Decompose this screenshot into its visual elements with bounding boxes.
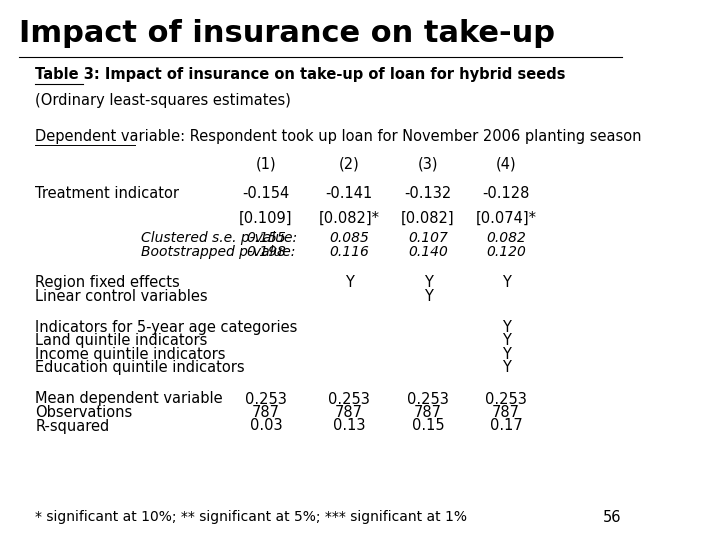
- Text: 787: 787: [336, 405, 364, 420]
- Text: 0.13: 0.13: [333, 418, 366, 434]
- Text: 0.03: 0.03: [250, 418, 282, 434]
- Text: (1): (1): [256, 157, 276, 172]
- Text: 0.085: 0.085: [329, 231, 369, 245]
- Text: 0.155: 0.155: [246, 231, 286, 245]
- Text: [0.109]: [0.109]: [239, 211, 293, 226]
- Text: Y: Y: [502, 360, 510, 375]
- Text: Education quintile indicators: Education quintile indicators: [35, 360, 245, 375]
- Text: -0.154: -0.154: [243, 186, 289, 201]
- Text: Region fixed effects: Region fixed effects: [35, 275, 180, 291]
- Text: Y: Y: [502, 333, 510, 348]
- Text: [0.082]*: [0.082]*: [319, 211, 379, 226]
- Text: 0.253: 0.253: [245, 392, 287, 407]
- Text: 0.15: 0.15: [412, 418, 444, 434]
- Text: 0.17: 0.17: [490, 418, 523, 434]
- Text: 0.253: 0.253: [407, 392, 449, 407]
- Text: Y: Y: [502, 347, 510, 362]
- Text: Linear control variables: Linear control variables: [35, 289, 208, 304]
- Text: R-squared: R-squared: [35, 418, 109, 434]
- Text: -0.132: -0.132: [405, 186, 451, 201]
- Text: Y: Y: [502, 275, 510, 291]
- Text: 0.140: 0.140: [408, 245, 448, 259]
- Text: 0.082: 0.082: [486, 231, 526, 245]
- Text: 56: 56: [603, 510, 621, 525]
- Text: -0.128: -0.128: [482, 186, 530, 201]
- Text: 787: 787: [252, 405, 280, 420]
- Text: Land quintile indicators: Land quintile indicators: [35, 333, 207, 348]
- Text: 0.120: 0.120: [486, 245, 526, 259]
- Text: 0.198: 0.198: [246, 245, 286, 259]
- Text: Income quintile indicators: Income quintile indicators: [35, 347, 226, 362]
- Text: Y: Y: [502, 320, 510, 335]
- Text: Table 3: Impact of insurance on take-up of loan for hybrid seeds: Table 3: Impact of insurance on take-up …: [35, 68, 566, 83]
- Text: 0.253: 0.253: [485, 392, 527, 407]
- Text: 0.116: 0.116: [329, 245, 369, 259]
- Text: * significant at 10%; ** significant at 5%; *** significant at 1%: * significant at 10%; ** significant at …: [35, 510, 467, 524]
- Text: Indicators for 5-year age categories: Indicators for 5-year age categories: [35, 320, 297, 335]
- Text: 0.253: 0.253: [328, 392, 370, 407]
- Text: Y: Y: [423, 289, 433, 304]
- Text: Clustered s.e. p-value:: Clustered s.e. p-value:: [141, 231, 297, 245]
- Text: 787: 787: [414, 405, 442, 420]
- Text: (4): (4): [496, 157, 516, 172]
- Text: (2): (2): [339, 157, 359, 172]
- Text: [0.074]*: [0.074]*: [476, 211, 536, 226]
- Text: Impact of insurance on take-up: Impact of insurance on take-up: [19, 19, 555, 48]
- Text: Dependent variable: Respondent took up loan for November 2006 planting season: Dependent variable: Respondent took up l…: [35, 129, 642, 144]
- Text: Bootstrapped p-value:: Bootstrapped p-value:: [141, 245, 295, 259]
- Text: 0.107: 0.107: [408, 231, 448, 245]
- Text: Treatment indicator: Treatment indicator: [35, 186, 179, 201]
- Text: Observations: Observations: [35, 405, 132, 420]
- Text: Y: Y: [423, 275, 433, 291]
- Text: [0.082]: [0.082]: [401, 211, 455, 226]
- Text: 787: 787: [492, 405, 521, 420]
- Text: (3): (3): [418, 157, 438, 172]
- Text: Y: Y: [345, 275, 354, 291]
- Text: Mean dependent variable: Mean dependent variable: [35, 392, 223, 407]
- Text: (Ordinary least-squares estimates): (Ordinary least-squares estimates): [35, 93, 291, 108]
- Text: -0.141: -0.141: [325, 186, 373, 201]
